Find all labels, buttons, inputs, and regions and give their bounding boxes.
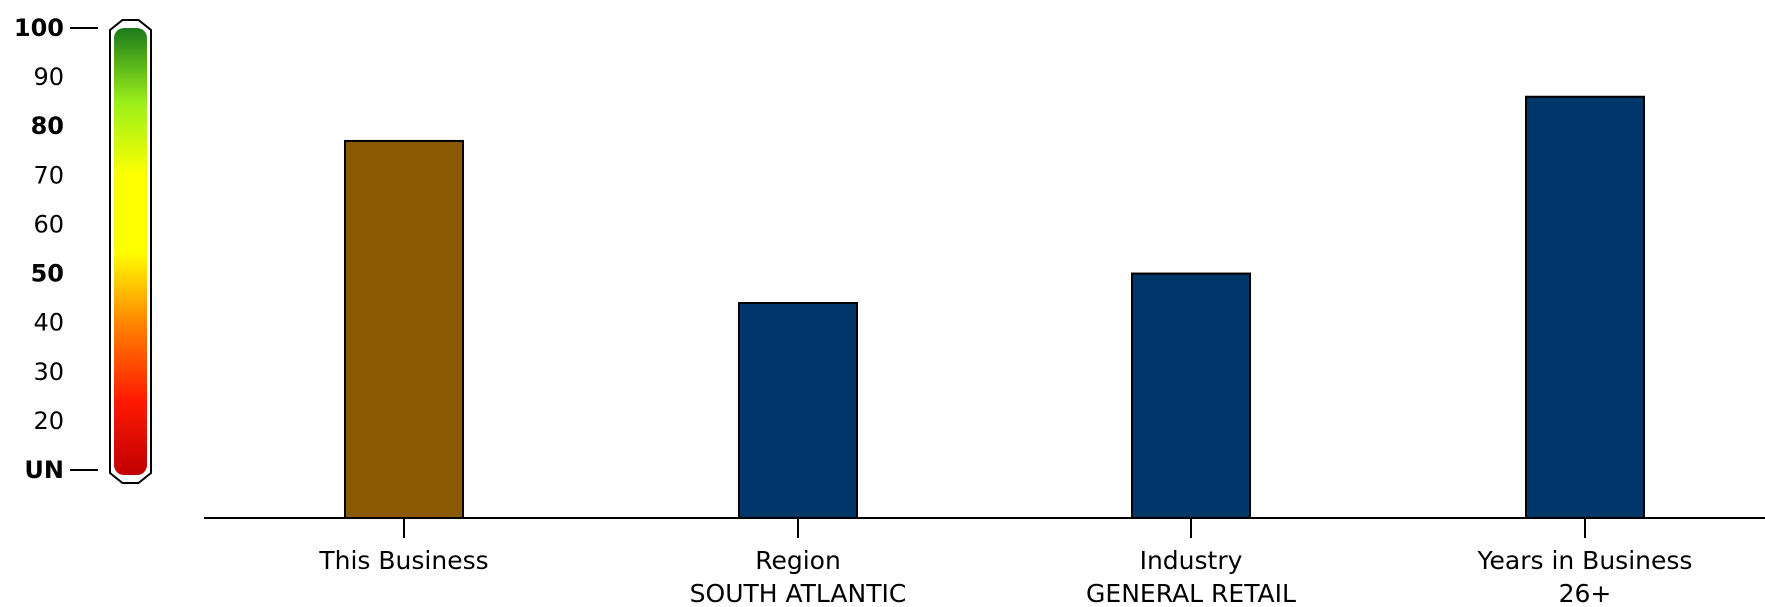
category-label: This Business (318, 546, 488, 575)
scale-ticks: 100 90 80 70 60 50 40 30 20 UN (14, 14, 98, 484)
category-label: Industry (1140, 546, 1243, 575)
scale-tick-label: 100 (14, 14, 64, 42)
bar (1131, 272, 1251, 519)
category-sublabel: SOUTH ATLANTIC (690, 579, 907, 607)
category-sublabel: 26+ (1559, 579, 1612, 607)
category-label: Region (755, 546, 841, 575)
color-scale (109, 19, 152, 484)
color-scale-gradient (114, 28, 147, 475)
scale-tick-label: 50 (31, 260, 64, 288)
category-sublabel: GENERAL RETAIL (1086, 579, 1296, 607)
bar (344, 139, 464, 519)
bars (344, 95, 1645, 519)
scale-tick-label: 30 (33, 358, 64, 386)
category-labels: This Business Region SOUTH ATLANTIC Industr… (318, 518, 1692, 607)
scale-tick-label: 60 (33, 210, 64, 238)
scale-tick-label: UN (24, 456, 64, 484)
bar (1525, 95, 1645, 519)
scale-tick-label: 40 (33, 309, 64, 337)
scale-tick-label: 20 (33, 407, 64, 435)
bar (738, 302, 858, 519)
scale-tick-label: 80 (31, 112, 64, 140)
scale-tick-label: 90 (33, 63, 64, 91)
scale-tick-label: 70 (33, 161, 64, 189)
category-label: Years in Business (1477, 546, 1693, 575)
